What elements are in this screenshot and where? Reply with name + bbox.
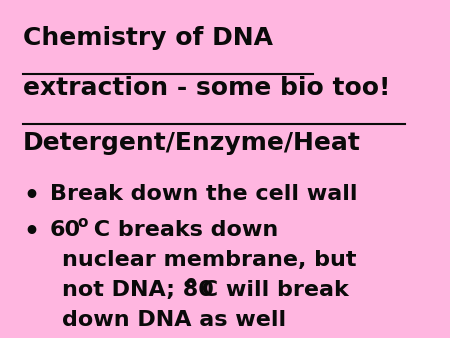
Text: 60: 60 <box>50 220 81 240</box>
Text: C will break: C will break <box>194 280 349 300</box>
Text: o: o <box>77 215 88 230</box>
Text: •: • <box>23 220 39 244</box>
Text: extraction - some bio too!: extraction - some bio too! <box>23 76 391 100</box>
Text: C breaks down: C breaks down <box>86 220 279 240</box>
Text: not DNA; 80: not DNA; 80 <box>62 280 214 300</box>
Text: down DNA as well: down DNA as well <box>62 310 286 330</box>
Text: nuclear membrane, but: nuclear membrane, but <box>62 250 356 270</box>
Text: Detergent/Enzyme/Heat: Detergent/Enzyme/Heat <box>23 130 361 154</box>
Text: •: • <box>23 184 39 208</box>
Text: Break down the cell wall: Break down the cell wall <box>50 184 357 204</box>
Text: o: o <box>185 275 196 290</box>
Text: Chemistry of DNA: Chemistry of DNA <box>23 26 273 50</box>
